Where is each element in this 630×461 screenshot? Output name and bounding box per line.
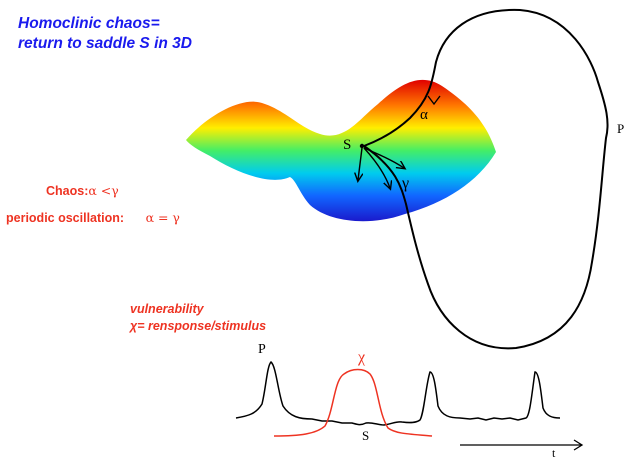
chaos-relation: α <γ [88, 183, 119, 198]
response-curve-chi [273, 368, 433, 437]
alpha-label: α [420, 107, 428, 123]
orbit-point-label: P [617, 121, 625, 136]
vulnerability-title: vulnerability [130, 302, 204, 316]
chaos-condition: Chaos:α <γ [46, 183, 119, 198]
chaos-label: Chaos: [46, 184, 89, 198]
peak-label: P [258, 342, 266, 357]
title-line-1: Homoclinic chaos= [18, 15, 160, 32]
saddle-label: S [343, 137, 352, 153]
gamma-arrow [363, 147, 390, 188]
periodic-condition: periodic oscillation: α = γ [6, 210, 180, 225]
vulnerability-definition: χ= rensponse/stimulus [130, 319, 267, 333]
stable-arrow-down [358, 147, 362, 180]
homoclinic-orbit [363, 8, 609, 350]
periodic-relation: α = γ [145, 210, 180, 225]
periodic-label: periodic oscillation: [6, 211, 125, 225]
gamma-label: γ [402, 175, 410, 192]
saddle-point [359, 143, 365, 149]
stable-arrow-right [363, 147, 404, 168]
timeseries-saddle-label: S [362, 428, 370, 443]
chi-label: χ [358, 349, 366, 366]
saddle-surface [186, 79, 496, 222]
time-axis [460, 439, 584, 451]
title-line-2: return to saddle S in 3D [18, 35, 192, 52]
timeseries-trace [235, 360, 561, 426]
alpha-arrow [427, 95, 441, 106]
time-label: t [552, 446, 556, 460]
